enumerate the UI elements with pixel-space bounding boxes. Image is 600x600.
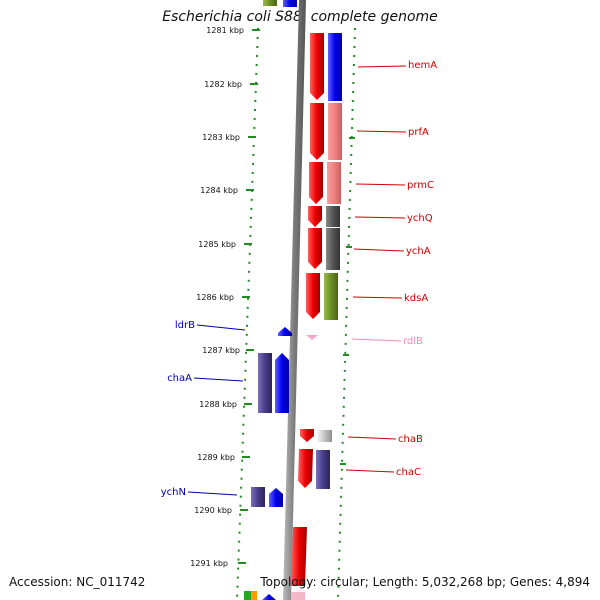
label-chaC[interactable]: chaC — [396, 467, 421, 478]
gene-rdlB-arrow — [306, 335, 318, 340]
kbp-label-1286: 1286 kbp — [196, 293, 234, 302]
kbp-label-1285: 1285 kbp — [198, 240, 236, 249]
right-ticks — [340, 137, 355, 465]
cog-ychN — [251, 487, 265, 507]
label-prfA[interactable]: prfA — [408, 127, 429, 138]
feature-bottom-pink — [291, 592, 305, 600]
right-gene-labels: hemA prfA prmC ychQ ychA kdsA rdlB chaB … — [345, 60, 437, 478]
coordinate-labels: 1281 kbp 1282 kbp 1283 kbp 1284 kbp 1285… — [190, 26, 244, 568]
gene-chaA-arrow — [275, 353, 289, 413]
kbp-label-1283: 1283 kbp — [202, 133, 240, 142]
kbp-label-1289: 1289 kbp — [197, 453, 235, 462]
gene-prmC-arrow — [309, 162, 323, 204]
gene-bottom-red — [291, 527, 307, 586]
accession-label: Accession: NC_011742 — [9, 575, 146, 589]
label-ldrB[interactable]: ldrB — [175, 320, 195, 331]
gene-hemA-arrow — [310, 33, 324, 100]
cog-prfA — [328, 103, 342, 160]
gene-bottom-blue — [262, 594, 276, 600]
gene-prfA-arrow — [310, 103, 324, 160]
label-rdlB[interactable]: rdlB — [403, 336, 423, 347]
gene-chaB-arrow — [300, 429, 314, 442]
gene-kdsA-arrow — [306, 273, 320, 319]
gene-ychN-arrow — [269, 488, 283, 507]
coordinate-ticks — [238, 29, 260, 564]
feature-bottom-green — [244, 591, 251, 600]
label-chaA[interactable]: chaA — [167, 373, 192, 384]
genome-summary: Topology: circular; Length: 5,032,268 bp… — [260, 575, 590, 589]
label-ychN[interactable]: ychN — [161, 487, 186, 498]
sequence-backbone — [283, 0, 306, 600]
kbp-label-1288: 1288 kbp — [199, 400, 237, 409]
feature-top-blue — [283, 0, 297, 7]
cog-ychA — [326, 228, 340, 270]
kbp-label-1284: 1284 kbp — [200, 186, 238, 195]
label-ychQ[interactable]: ychQ — [407, 213, 433, 224]
cog-chaC — [316, 450, 330, 489]
cog-prmC — [327, 162, 341, 204]
kbp-label-1281: 1281 kbp — [206, 26, 244, 35]
kbp-label-1291: 1291 kbp — [190, 559, 228, 568]
label-hemA[interactable]: hemA — [408, 60, 437, 71]
kbp-label-1282: 1282 kbp — [204, 80, 242, 89]
reverse-strand-genes — [251, 327, 292, 600]
feature-top-olive — [263, 0, 277, 6]
kbp-label-1290: 1290 kbp — [194, 506, 232, 515]
cog-category-bars — [316, 33, 342, 489]
cog-kdsA — [324, 273, 338, 320]
label-prmC[interactable]: prmC — [407, 180, 434, 191]
gene-ychQ-arrow — [308, 206, 322, 227]
forward-strand-genes — [291, 33, 324, 586]
gene-ldrB-arrow — [278, 327, 292, 336]
gene-ychA-arrow — [308, 228, 322, 269]
cog-chaB — [318, 430, 332, 442]
kbp-label-1287: 1287 kbp — [202, 346, 240, 355]
cog-ychQ — [326, 206, 340, 227]
cog-chaA — [258, 353, 272, 413]
label-chaB[interactable]: chaB — [398, 434, 423, 445]
left-gene-labels: ldrB chaA ychN — [161, 320, 246, 498]
feature-bottom-orange — [251, 591, 257, 600]
gene-chaC-arrow — [298, 449, 313, 488]
cog-hemA — [328, 33, 342, 101]
label-ychA[interactable]: ychA — [406, 246, 431, 257]
label-kdsA[interactable]: kdsA — [404, 293, 428, 304]
